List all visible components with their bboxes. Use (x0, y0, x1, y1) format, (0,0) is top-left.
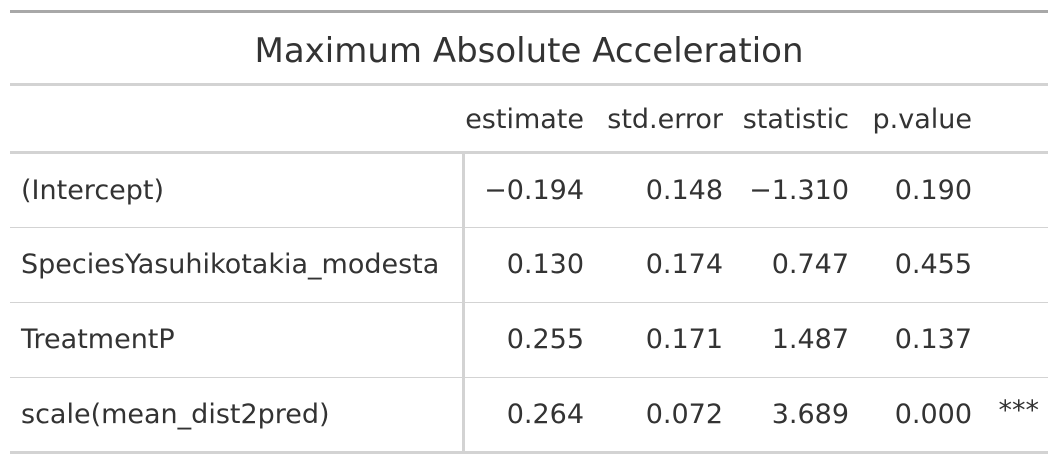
estimate-cell: 0.130 (463, 227, 594, 303)
column-header-estimate: estimate (463, 86, 594, 154)
column-header-p-value: p.value (859, 86, 980, 154)
estimate-cell: 0.255 (463, 302, 594, 378)
signif-cell (980, 148, 1048, 224)
column-header-term (10, 86, 463, 154)
term-cell: TreatmentP (10, 302, 465, 378)
std-error-cell: 0.148 (594, 152, 733, 228)
p-value-cell: 0.137 (859, 302, 980, 378)
statistic-cell: 3.689 (733, 377, 859, 454)
signif-cell (980, 298, 1048, 374)
regression-table: Maximum Absolute Acceleration estimate s… (10, 10, 1048, 454)
table-row: TreatmentP 0.255 0.171 1.487 0.137 (10, 298, 1048, 378)
statistic-cell: 1.487 (733, 302, 859, 378)
term-cell: (Intercept) (10, 152, 465, 228)
column-header-statistic: statistic (733, 86, 859, 154)
table-row: (Intercept) −0.194 0.148 −1.310 0.190 (10, 148, 1048, 228)
estimate-cell: −0.194 (463, 152, 594, 228)
table-row: scale(mean_dist2pred) 0.264 0.072 3.689 … (10, 373, 1048, 454)
column-header-std-error: std.error (594, 86, 733, 154)
column-header-signif (980, 86, 1048, 154)
header-row: estimate std.error statistic p.value (10, 86, 1048, 154)
std-error-cell: 0.171 (594, 302, 733, 378)
std-error-cell: 0.072 (594, 377, 733, 454)
p-value-cell: 0.190 (859, 152, 980, 228)
statistic-cell: −1.310 (733, 152, 859, 228)
p-value-cell: 0.000 (859, 377, 980, 454)
table-title: Maximum Absolute Acceleration (10, 13, 1048, 86)
signif-cell (980, 223, 1048, 299)
p-value-cell: 0.455 (859, 227, 980, 303)
statistic-cell: 0.747 (733, 227, 859, 303)
coefficients-table: estimate std.error statistic p.value (In… (10, 86, 1048, 454)
signif-cell: *** (980, 373, 1048, 450)
term-cell: scale(mean_dist2pred) (10, 377, 465, 454)
term-cell: SpeciesYasuhikotakia_modesta (10, 227, 465, 303)
estimate-cell: 0.264 (463, 377, 594, 454)
std-error-cell: 0.174 (594, 227, 733, 303)
table-row: SpeciesYasuhikotakia_modesta 0.130 0.174… (10, 223, 1048, 303)
